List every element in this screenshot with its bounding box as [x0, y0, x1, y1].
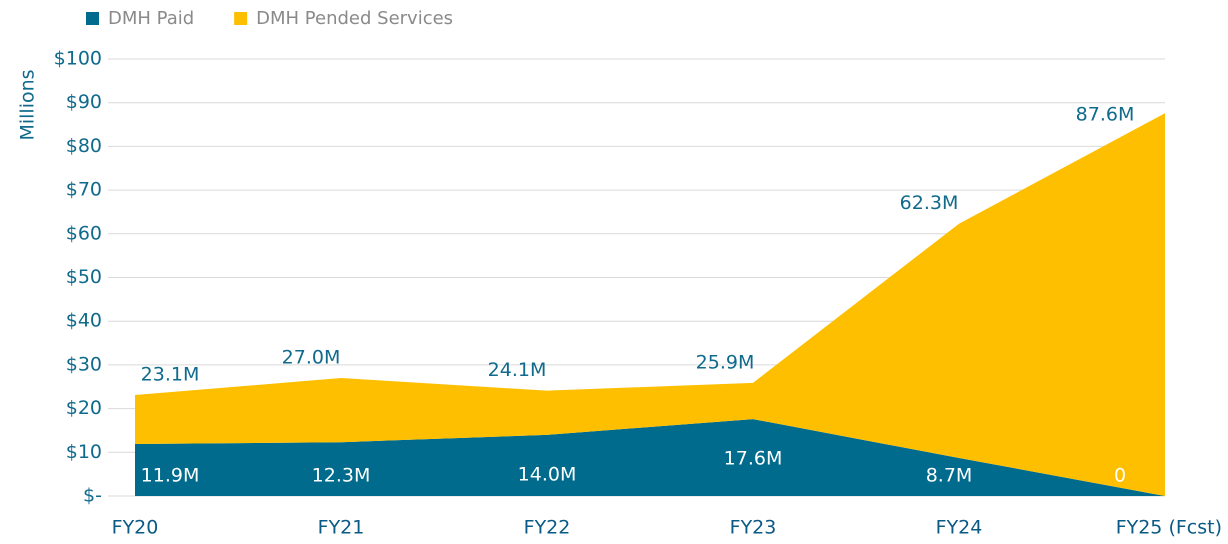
- y-tick-label: $60: [66, 222, 102, 244]
- total-label: 24.1M: [488, 359, 547, 381]
- data-label: 12.3M: [312, 465, 371, 487]
- data-label: 8.7M: [926, 465, 973, 487]
- data-label: 0: [1114, 465, 1126, 487]
- data-label: 14.0M: [518, 463, 577, 485]
- legend-label: DMH Pended Services: [256, 8, 453, 29]
- y-tick-label: $100: [54, 48, 102, 70]
- area: [135, 419, 1165, 496]
- x-tick-label: FY25 (Fcst): [1116, 517, 1222, 539]
- x-tick-label: FY20: [112, 517, 159, 539]
- y-tick-label: $-: [83, 485, 102, 507]
- total-label: 25.9M: [696, 351, 755, 373]
- y-axis-label: Millions: [17, 69, 39, 140]
- y-tick-label: $30: [66, 353, 102, 375]
- total-label: 27.0M: [282, 347, 341, 369]
- y-tick-label: $20: [66, 397, 102, 419]
- x-tick-label: FY23: [730, 517, 777, 539]
- x-tick-label: FY24: [936, 517, 983, 539]
- x-tick-label: FY22: [524, 517, 571, 539]
- y-tick-label: $40: [66, 310, 102, 332]
- area: [135, 113, 1165, 497]
- data-label: 11.9M: [141, 465, 200, 487]
- legend-swatch: [234, 12, 248, 25]
- total-label: 23.1M: [141, 364, 200, 386]
- y-tick-label: $70: [66, 179, 102, 201]
- legend-swatch: [86, 12, 99, 25]
- data-label: 17.6M: [724, 448, 783, 470]
- total-label: 62.3M: [900, 192, 959, 214]
- y-tick-label: $50: [66, 266, 102, 288]
- total-label: 87.6M: [1076, 104, 1135, 126]
- x-tick-label: FY21: [318, 517, 365, 539]
- legend-label: DMH Paid: [108, 8, 194, 29]
- y-tick-label: $10: [66, 441, 102, 463]
- y-tick-label: $90: [66, 91, 102, 113]
- y-tick-label: $80: [66, 135, 102, 157]
